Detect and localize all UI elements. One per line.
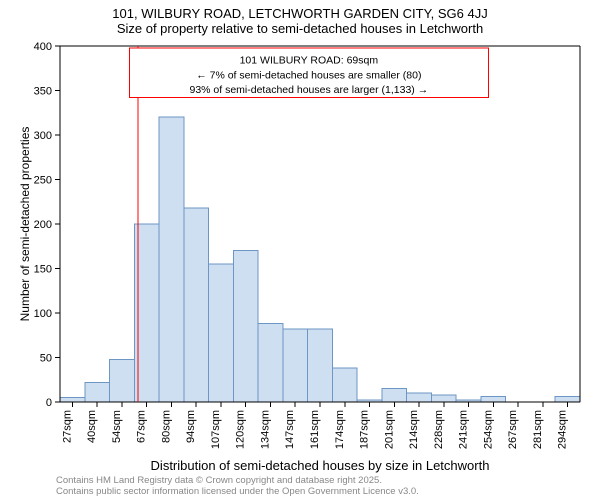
annotation-text: 93% of semi-detached houses are larger (… (189, 84, 428, 96)
histogram-bar (308, 329, 333, 402)
histogram-bar (431, 395, 456, 402)
histogram-bar (85, 382, 110, 402)
x-tick-label: 134sqm (259, 410, 271, 449)
x-tick-label: 27sqm (61, 410, 73, 443)
attribution-footnote: Contains HM Land Registry data © Crown c… (56, 476, 419, 498)
histogram-bar (258, 324, 283, 402)
y-tick-label: 400 (34, 41, 52, 53)
x-tick-label: 94sqm (185, 410, 197, 443)
x-tick-label: 228sqm (433, 410, 445, 449)
histogram-bar (209, 264, 234, 402)
histogram-bar (159, 117, 184, 402)
x-tick-label: 161sqm (309, 410, 321, 449)
x-tick-label: 80sqm (160, 410, 172, 443)
x-tick-label: 214sqm (408, 410, 420, 449)
histogram-bar (407, 393, 432, 402)
x-tick-label: 67sqm (136, 410, 148, 443)
x-tick-label: 107sqm (210, 410, 222, 449)
histogram-bar (60, 398, 85, 402)
y-tick-label: 100 (34, 308, 52, 320)
x-tick-label: 294sqm (557, 410, 569, 449)
y-tick-label: 0 (46, 397, 52, 409)
x-tick-label: 241sqm (458, 410, 470, 449)
y-tick-label: 300 (34, 130, 52, 142)
annotation-text: ← 7% of semi-detached houses are smaller… (196, 69, 421, 81)
x-tick-label: 147sqm (284, 410, 296, 449)
annotation-text: 101 WILBURY ROAD: 69sqm (240, 55, 379, 67)
x-tick-label: 54sqm (111, 410, 123, 443)
x-tick-label: 187sqm (359, 410, 371, 449)
histogram-bar (110, 359, 135, 402)
x-tick-label: 40sqm (86, 410, 98, 443)
y-tick-label: 50 (40, 353, 52, 365)
histogram-bar (481, 397, 506, 402)
x-tick-label: 254sqm (482, 410, 494, 449)
y-tick-label: 200 (34, 219, 52, 231)
histogram-bar (283, 329, 308, 402)
footnote-line-2: Contains public sector information licen… (56, 487, 419, 498)
x-tick-label: 281sqm (532, 410, 544, 449)
x-axis-label: Distribution of semi-detached houses by … (60, 458, 580, 473)
histogram-bar (332, 368, 357, 402)
histogram-plot: 0 50 100 150 200 250 300 350 400 27sqm 40sqm 54sqm 6… (0, 0, 600, 500)
histogram-bar (233, 251, 258, 402)
histogram-bar (184, 208, 209, 402)
y-tick-label: 250 (34, 175, 52, 187)
histogram-bar (555, 397, 580, 402)
y-tick-label: 150 (34, 264, 52, 276)
x-tick-label: 201sqm (383, 410, 395, 449)
histogram-bar (382, 389, 407, 402)
y-axis-label: Number of semi-detached properties (18, 46, 32, 402)
y-tick-label: 350 (34, 86, 52, 98)
x-tick-label: 267sqm (507, 410, 519, 449)
x-tick-label: 174sqm (334, 410, 346, 449)
x-tick-label: 120sqm (235, 410, 247, 449)
